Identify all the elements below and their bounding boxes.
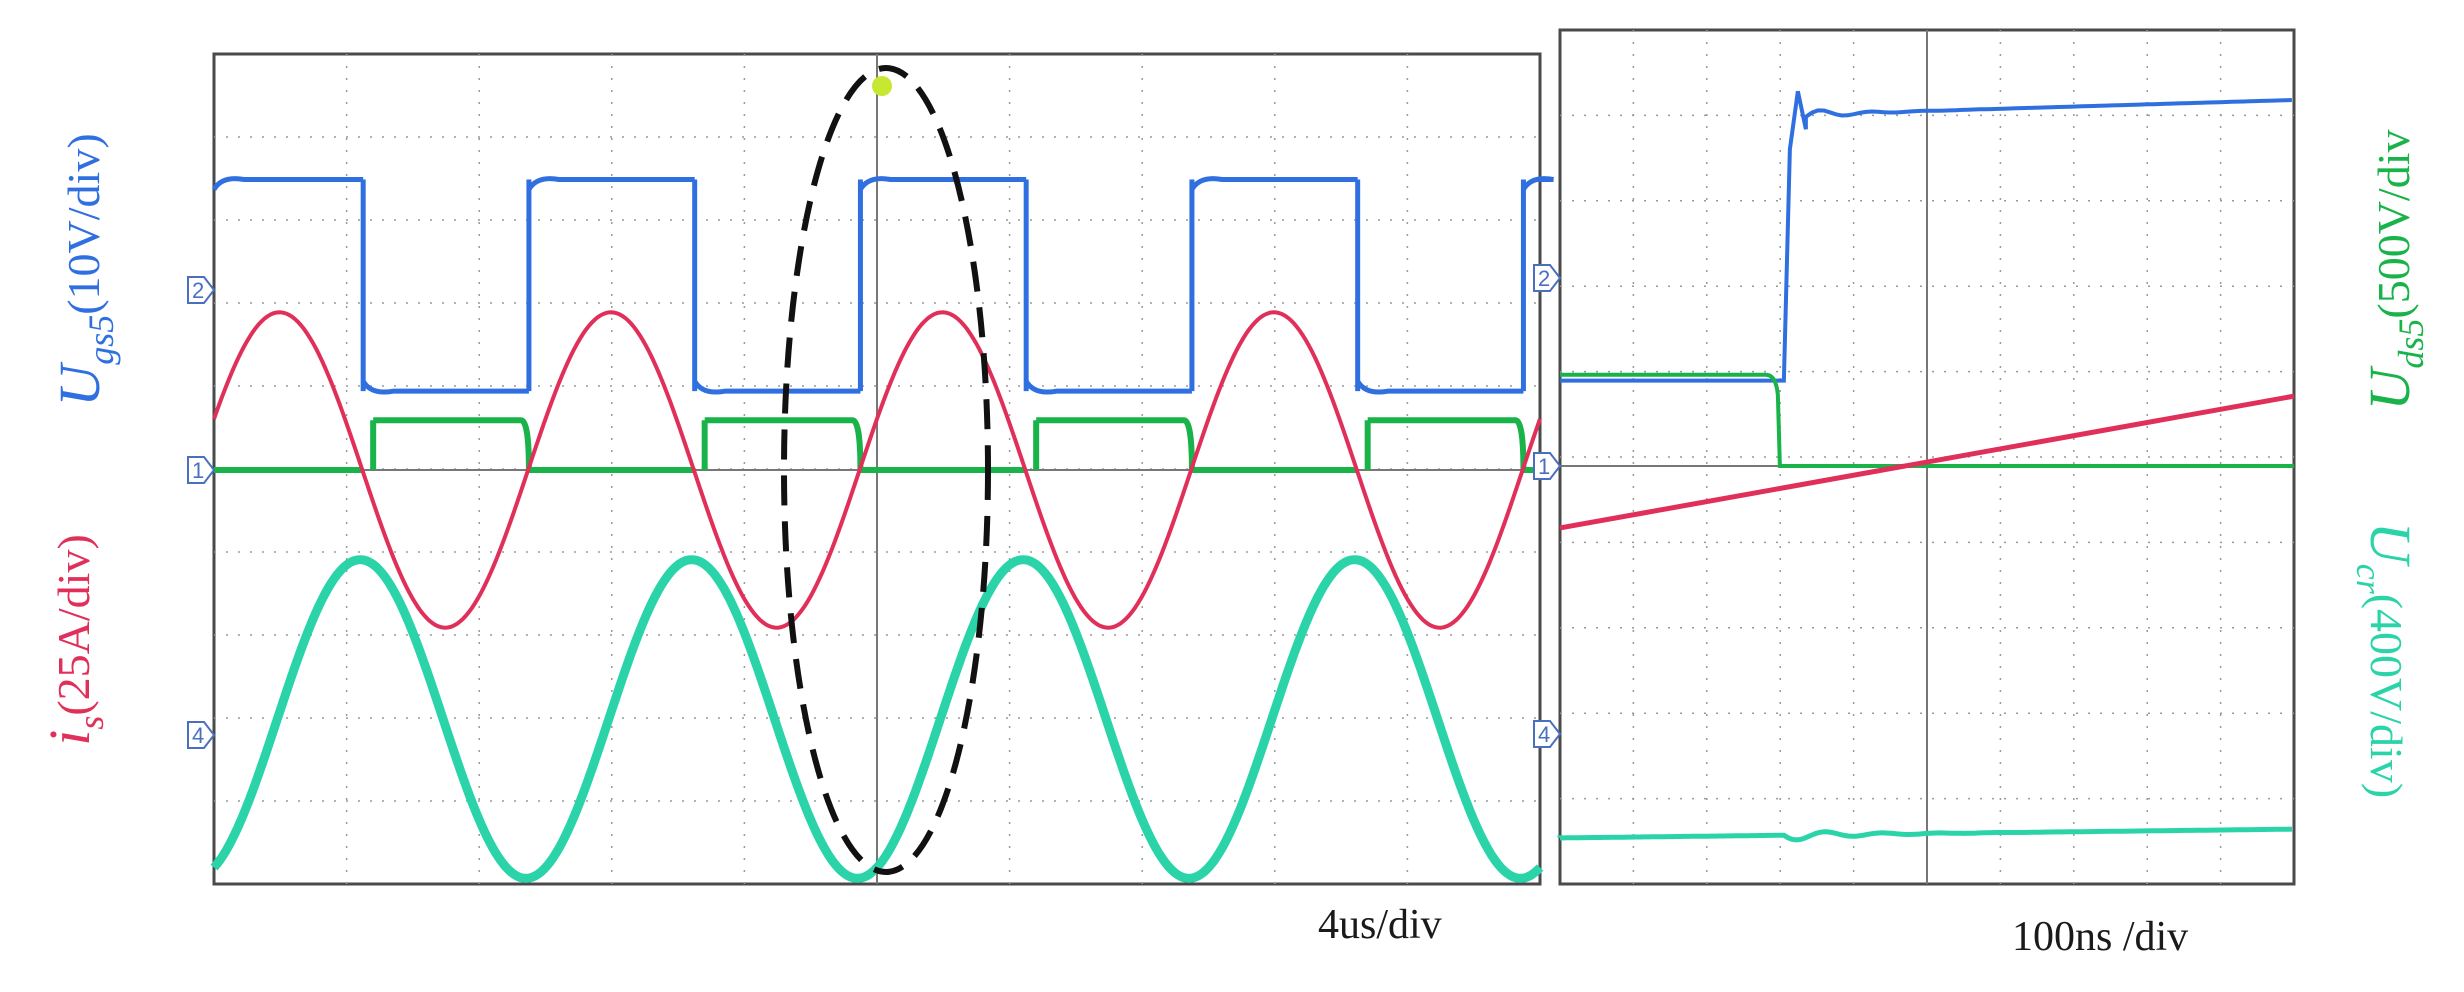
right-channel-markers: 2 1 4 (1533, 264, 1562, 748)
left-time-scale: 4us/div (1318, 902, 1442, 948)
ugs5-channel-label: Ugs5(10V/div) (47, 133, 121, 407)
channel-marker (1533, 452, 1562, 480)
right-ucr-trace (1557, 826, 2293, 843)
is-trace (212, 310, 1542, 630)
channel-marker (187, 276, 216, 304)
channel-marker (1533, 720, 1562, 748)
channel-marker-label: 2 (192, 278, 204, 303)
right-gate-trace (1560, 90, 2292, 383)
uds5-trace (214, 417, 1540, 473)
channel-marker-label: 1 (192, 458, 204, 483)
channel-marker-label: 1 (1538, 454, 1550, 479)
uds5-channel-label: Uds5(500V/div (2357, 129, 2431, 411)
ucr-channel-label: Ucr(400V/div) (2349, 521, 2423, 799)
left-channel-markers: 2 1 4 (187, 276, 216, 749)
trigger-marker (872, 76, 892, 96)
channel-marker (187, 456, 216, 484)
switching-instant-ellipse (781, 65, 991, 875)
ugs5-trace (211, 176, 1554, 395)
right-current-trace (1559, 393, 2295, 531)
right-uds-trace (1560, 372, 2294, 468)
channel-marker-label: 4 (192, 723, 204, 748)
channel-marker (1533, 264, 1562, 292)
is-channel-label: is(25A/div) (37, 534, 111, 746)
channel-marker-label: 4 (1538, 722, 1550, 747)
right-time-scale: 100ns /div (2012, 914, 2188, 960)
channel-marker (187, 721, 216, 749)
right-scope-traces (1557, 90, 2295, 843)
channel-marker-label: 2 (1538, 266, 1550, 291)
